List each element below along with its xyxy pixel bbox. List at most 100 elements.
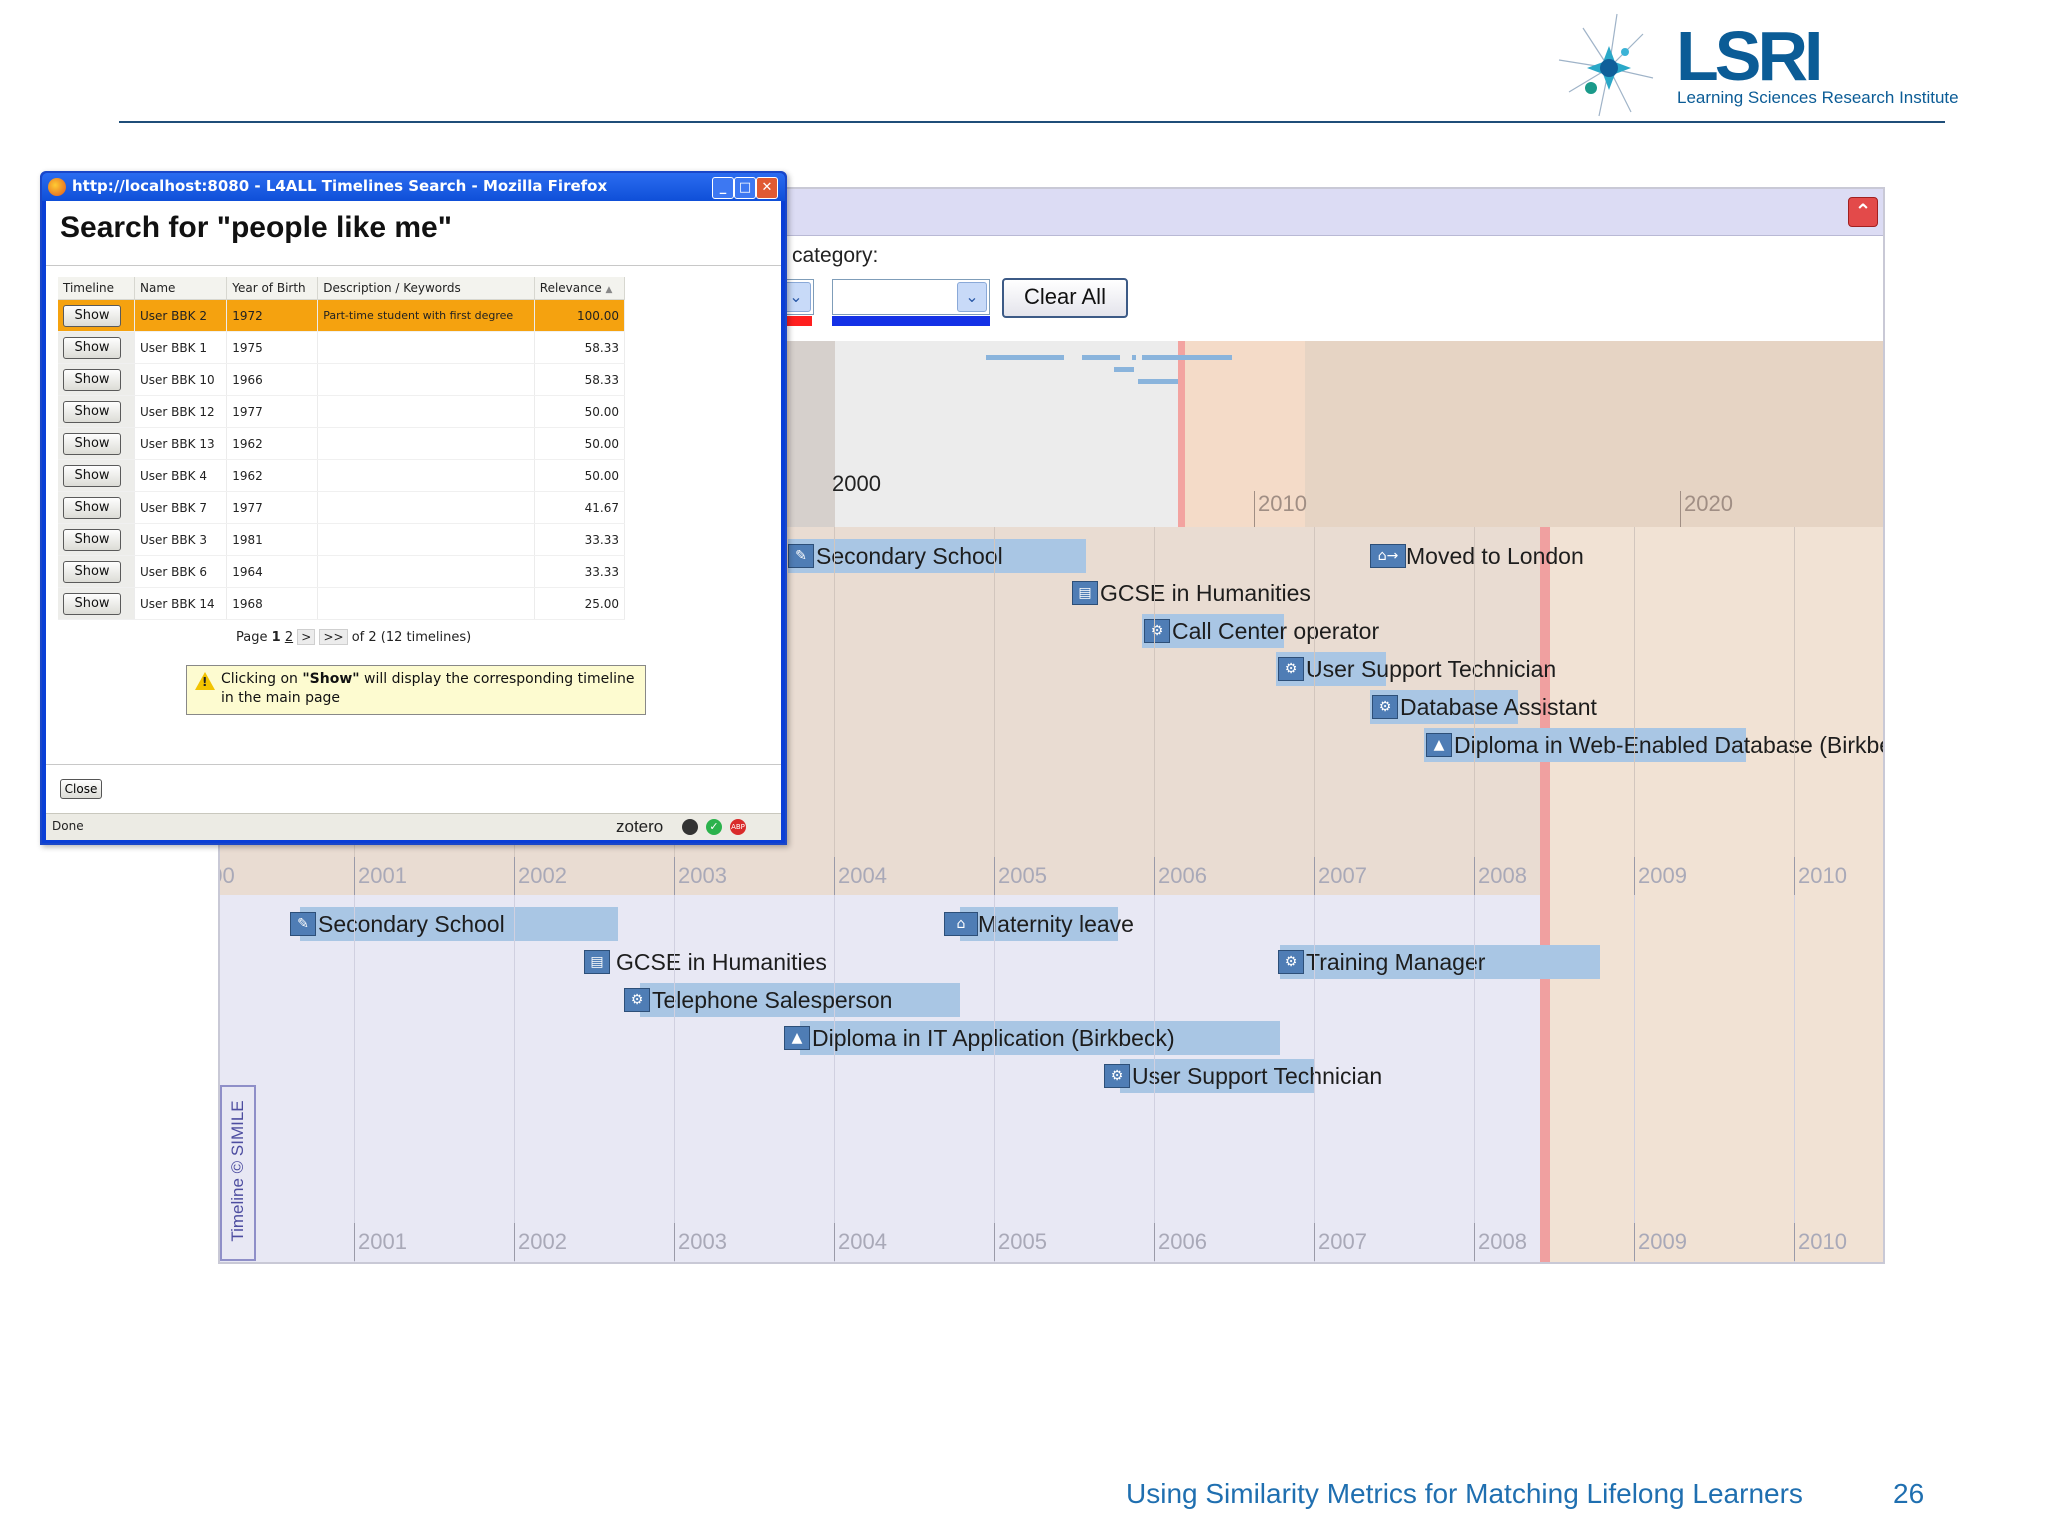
year-tick [674, 857, 675, 895]
year-tick [994, 857, 995, 895]
event-label[interactable]: Secondary School [318, 911, 505, 937]
show-button[interactable]: Show [63, 368, 121, 391]
maximize-icon[interactable]: □ [734, 177, 756, 199]
year-cell: 1968 [226, 587, 319, 620]
year-gridline [1314, 895, 1315, 1262]
event-label[interactable]: Telephone Salesperson [652, 987, 893, 1013]
pager-last-button[interactable]: >> [319, 629, 348, 645]
overview-event-line [1138, 379, 1178, 384]
table-row[interactable]: Show User BBK 14 1968 25.00 [58, 587, 626, 620]
year-label: 2006 [1158, 863, 1207, 888]
event-label[interactable]: Diploma in Web-Enabled Database (Birkbe [1454, 732, 1883, 758]
gear-icon: ⚙ [1278, 950, 1304, 974]
column-header-relevance[interactable]: Relevance ▲ [534, 277, 626, 300]
show-button[interactable]: Show [63, 592, 121, 615]
pager-next-button[interactable]: > [297, 629, 316, 645]
event-label[interactable]: User Support Technician [1306, 656, 1557, 682]
lsri-logo-text: LSRI [1676, 17, 1823, 95]
simile-credit-text: Timeline © SIMILE [228, 1100, 247, 1242]
column-header-name[interactable]: Name [134, 277, 228, 300]
category-select-2[interactable]: ⌄ [832, 279, 990, 315]
table-row[interactable]: Show User BBK 1 1975 58.33 [58, 331, 626, 364]
popup-titlebar[interactable]: http://localhost:8080 - L4ALL Timelines … [42, 173, 785, 201]
year-tick [834, 1223, 835, 1261]
year-gridline [1474, 527, 1475, 895]
year-label: 2003 [678, 1229, 727, 1254]
year-label: 2002 [518, 863, 567, 888]
event-bar [300, 907, 618, 941]
description-cell: Part-time student with first degree [317, 299, 535, 332]
table-row[interactable]: Show User BBK 3 1981 33.33 [58, 523, 626, 556]
overview-now-highlight [1185, 341, 1305, 527]
show-button[interactable]: Show [63, 464, 121, 487]
event-label[interactable]: GCSE in Humanities [616, 949, 827, 975]
event-label[interactable]: User Support Technician [1132, 1063, 1383, 1089]
check-icon[interactable]: ✓ [706, 819, 722, 835]
year-gridline [1154, 527, 1155, 895]
pager-page-link[interactable]: 2 [284, 630, 294, 645]
year-label: 2009 [1638, 863, 1687, 888]
adblock-icon[interactable]: ABP [730, 819, 746, 835]
table-row[interactable]: Show User BBK 2 1972 Part-time student with… [58, 299, 626, 332]
table-row[interactable]: Show User BBK 7 1977 41.67 [58, 491, 626, 524]
chevron-down-icon[interactable]: ⌄ [957, 282, 987, 312]
pager-current-page: 1 [271, 630, 281, 645]
year-cell: 1972 [226, 299, 319, 332]
name-cell: User BBK 7 [134, 491, 228, 524]
show-button[interactable]: Show [63, 528, 121, 551]
show-button[interactable]: Show [63, 400, 121, 423]
name-cell: User BBK 6 [134, 555, 228, 588]
show-button[interactable]: Show [63, 336, 121, 359]
show-button[interactable]: Show [63, 496, 121, 519]
column-header-year[interactable]: Year of Birth [226, 277, 319, 300]
event-label[interactable]: Call Center operator [1172, 618, 1380, 644]
zotero-circle-icon[interactable] [682, 819, 698, 835]
year-label: 2004 [838, 1229, 887, 1254]
event-label[interactable]: Secondary School [816, 543, 1003, 569]
future-shade [1547, 527, 1883, 895]
gear-icon: ⚙ [1104, 1064, 1130, 1088]
table-row[interactable]: Show User BBK 13 1962 50.00 [58, 427, 626, 460]
show-button[interactable]: Show [63, 432, 121, 455]
event-label[interactable]: Moved to London [1406, 543, 1584, 569]
zotero-addon[interactable]: zotero [616, 817, 664, 836]
table-row[interactable]: Show User BBK 12 1977 50.00 [58, 395, 626, 428]
year-gridline [354, 895, 355, 1262]
show-button[interactable]: Show [63, 560, 121, 583]
year-tick [994, 1223, 995, 1261]
relevance-cell: 33.33 [534, 555, 626, 588]
event-bar [960, 907, 1118, 941]
event-label[interactable]: Diploma in IT Application (Birkbeck) [812, 1025, 1175, 1051]
table-row[interactable]: Show User BBK 4 1962 50.00 [58, 459, 626, 492]
year-tick [514, 857, 515, 895]
relevance-header-label: Relevance [539, 281, 602, 295]
overview-event-line [1082, 355, 1120, 360]
table-row[interactable]: Show User BBK 10 1966 58.33 [58, 363, 626, 396]
close-icon[interactable]: ✕ [756, 177, 778, 199]
popup-content: Search for "people like me" Timeline Nam… [46, 201, 781, 840]
chevron-up-icon[interactable]: ⌃ [1848, 197, 1878, 227]
year-tick [1474, 1223, 1475, 1261]
now-marker [1540, 895, 1550, 1262]
firefox-icon [48, 178, 66, 196]
minimize-icon[interactable]: _ [712, 177, 734, 199]
clear-all-button[interactable]: Clear All [1002, 278, 1128, 318]
description-cell [317, 395, 535, 428]
event-label[interactable]: Training Manager [1306, 949, 1486, 975]
simile-credit[interactable]: Timeline © SIMILE [220, 1085, 256, 1261]
event-label[interactable]: Database Assistant [1400, 694, 1597, 720]
table-row[interactable]: Show User BBK 6 1964 33.33 [58, 555, 626, 588]
event-label[interactable]: Maternity leave [978, 911, 1134, 937]
year-label: 2010 [1798, 1229, 1847, 1254]
event-label[interactable]: GCSE in Humanities [1100, 580, 1311, 606]
timeline-band-bottom[interactable]: ✎ Secondary School ▤ GCSE in Humanities … [220, 895, 1883, 1262]
column-header-description[interactable]: Description / Keywords [317, 277, 535, 300]
gear-icon: ⚙ [1372, 695, 1398, 719]
gear-icon: ⚙ [624, 988, 650, 1012]
column-header-timeline[interactable]: Timeline [58, 277, 135, 300]
show-button[interactable]: Show [63, 304, 121, 327]
year-label: 2005 [998, 863, 1047, 888]
graduation-cap-icon: ▲ [1426, 733, 1452, 757]
school-icon: ✎ [290, 912, 316, 936]
close-button[interactable]: Close [60, 779, 102, 799]
